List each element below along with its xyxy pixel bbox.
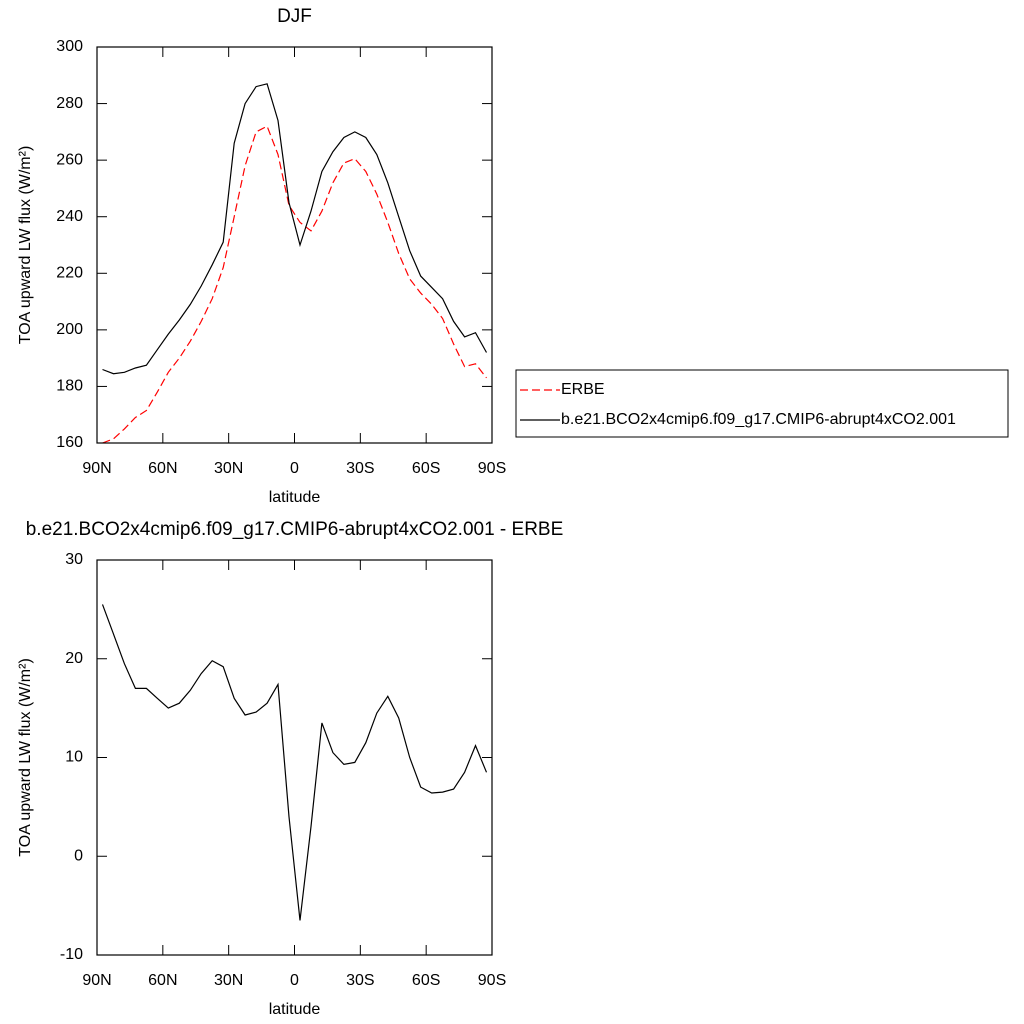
data-line bbox=[101, 604, 488, 921]
y-tick-label: 240 bbox=[56, 208, 83, 225]
plot-frame bbox=[96, 559, 493, 956]
x-tick-label: 30S bbox=[346, 972, 374, 989]
y-tick-label: 280 bbox=[56, 95, 83, 112]
y-tick-label: 10 bbox=[65, 749, 83, 766]
y-tick-label: 0 bbox=[74, 847, 83, 864]
y-tick-label: 20 bbox=[65, 650, 83, 667]
x-tick-label: 30S bbox=[346, 460, 374, 477]
x-tick-label: 30N bbox=[214, 460, 243, 477]
legend-box bbox=[515, 369, 1009, 438]
data-line bbox=[102, 125, 487, 444]
x-tick-label: 90S bbox=[478, 972, 506, 989]
y-axis-label: TOA upward LW flux (W/m²) bbox=[17, 146, 34, 345]
x-tick-label: 90N bbox=[82, 972, 111, 989]
plot-frame bbox=[96, 46, 493, 444]
data-line bbox=[102, 83, 488, 375]
x-tick-label: 0 bbox=[290, 972, 299, 989]
y-tick-label: -10 bbox=[60, 946, 83, 963]
legend-label: b.e21.BCO2x4cmip6.f09_g17.CMIP6-abrupt4x… bbox=[561, 411, 956, 428]
x-tick-label: 60S bbox=[412, 972, 440, 989]
x-tick-label: 60S bbox=[412, 460, 440, 477]
y-tick-label: 30 bbox=[65, 551, 83, 568]
y-tick-label: 200 bbox=[56, 321, 83, 338]
x-axis-label: latitude bbox=[269, 1001, 321, 1018]
legend-label: ERBE bbox=[561, 381, 605, 398]
y-tick-label: 220 bbox=[56, 265, 83, 282]
y-tick-label: 300 bbox=[56, 38, 83, 55]
x-axis-label: latitude bbox=[269, 489, 321, 506]
y-tick-label: 160 bbox=[56, 434, 83, 451]
x-tick-label: 30N bbox=[214, 972, 243, 989]
y-tick-label: 260 bbox=[56, 151, 83, 168]
x-tick-label: 90S bbox=[478, 460, 506, 477]
x-tick-label: 0 bbox=[290, 460, 299, 477]
y-axis-label: TOA upward LW flux (W/m²) bbox=[17, 658, 34, 857]
y-tick-label: 180 bbox=[56, 378, 83, 395]
x-tick-label: 90N bbox=[82, 460, 111, 477]
chart-title: DJF bbox=[277, 6, 312, 27]
x-tick-label: 60N bbox=[148, 460, 177, 477]
x-tick-label: 60N bbox=[148, 972, 177, 989]
chart-title: b.e21.BCO2x4cmip6.f09_g17.CMIP6-abrupt4x… bbox=[26, 519, 564, 540]
